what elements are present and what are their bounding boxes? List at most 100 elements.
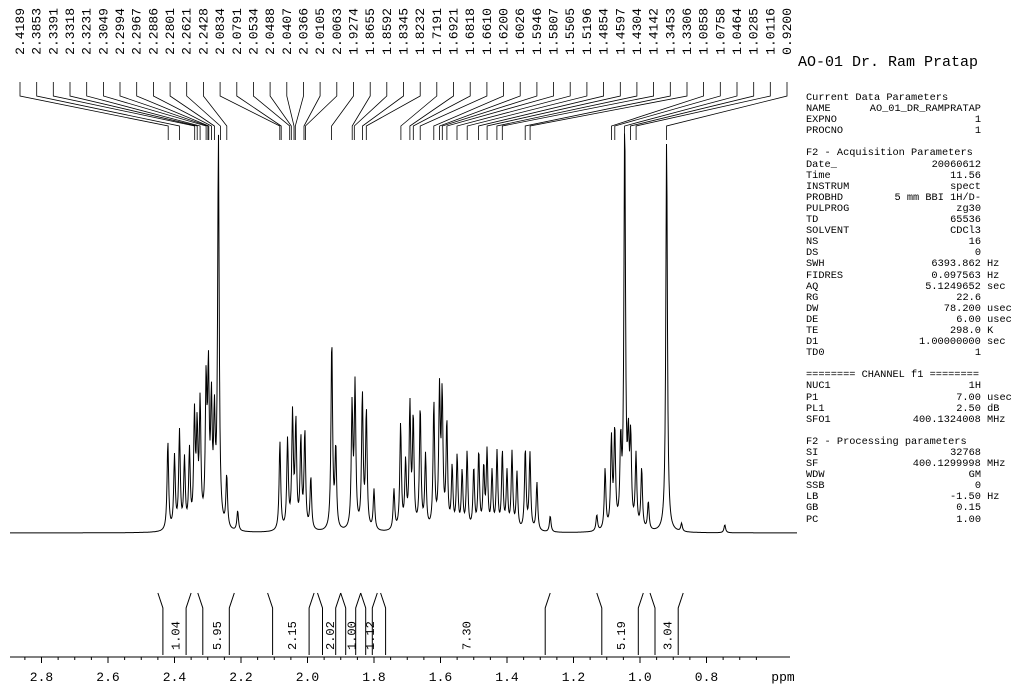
parameter-row: TE 298.0 K	[806, 325, 1011, 337]
parameter-value: 22.6	[956, 291, 981, 304]
peak-label: 1.6026	[513, 8, 528, 55]
parameter-key: WDW	[806, 469, 825, 482]
integral-region: 1.12	[360, 592, 378, 655]
peak-connector	[19, 82, 169, 140]
parameter-row: LB -1.50 Hz	[806, 492, 1011, 503]
peak-label: 1.4304	[630, 8, 645, 55]
peak-label: 1.8232	[413, 8, 428, 55]
parameter-value: 32768	[950, 447, 981, 459]
parameter-value: 20060612	[931, 158, 981, 171]
integral-bracket	[596, 592, 644, 655]
peak-label: 1.6200	[497, 8, 512, 55]
peak-label: 2.0407	[280, 8, 295, 55]
parameter-value: 16	[968, 236, 981, 249]
peak-connector	[409, 82, 454, 140]
x-tick-label: 1.0	[628, 670, 651, 685]
integral-value: 5.95	[211, 621, 225, 650]
parameter-value: 0	[974, 480, 981, 493]
parameter-row: SF 400.1299998 MHz	[806, 458, 1011, 471]
x-tick-label: 0.8	[695, 670, 718, 685]
peak-label: 1.8592	[380, 8, 395, 55]
parameter-row: INSTRUM spect	[806, 181, 1011, 193]
peak-connector	[286, 82, 295, 140]
parameter-value: 6393.862 Hz	[931, 258, 1000, 271]
parameter-row: AQ 5.1249652 sec	[806, 281, 1011, 293]
parameter-row: NS 16	[806, 237, 1011, 248]
parameter-key: FIDRES	[806, 269, 844, 282]
parameter-key: TD0	[806, 347, 825, 360]
parameter-row: NAME AO_01_DR_RAMPRATAP	[806, 103, 1011, 116]
parameter-key: SOLVENT	[806, 225, 850, 238]
parameter-value: 65536	[950, 214, 981, 227]
parameter-row: DS 0	[806, 248, 1011, 259]
parameter-key: NS	[806, 236, 819, 249]
peak-connector	[362, 82, 404, 140]
peak-label: 2.0791	[230, 8, 245, 55]
integral-region: 1.04	[157, 592, 192, 655]
peak-label: 2.3853	[30, 8, 45, 55]
peak-label: 1.6818	[463, 8, 478, 55]
peak-label: 1.8345	[397, 8, 412, 55]
peak-label: 2.0105	[313, 8, 328, 55]
parameter-section-heading: ======== CHANNEL f1 ========	[806, 369, 980, 382]
nmr-spectrum-chart: 2.4189 2.3853 2.3391 2.3318 2.3231 2.3049 2.29…	[10, 8, 797, 685]
peak-label: 2.4189	[13, 8, 28, 55]
parameter-value: 0.15	[956, 502, 981, 515]
parameter-key: SWH	[806, 258, 825, 271]
peak-label: 2.0063	[330, 8, 345, 55]
parameter-row: SFO1 400.1324008 MHz	[806, 414, 1011, 426]
parameter-value: 1	[974, 347, 981, 360]
parameter-row: Date_ 20060612	[806, 158, 1011, 171]
peak-connector	[351, 82, 371, 140]
peak-label: 1.5505	[563, 8, 578, 55]
parameter-row: P1 7.00 usec	[806, 392, 1011, 404]
x-tick-label: 1.2	[562, 670, 585, 685]
parameter-key: SI	[806, 447, 819, 459]
peak-label: 1.6610	[480, 8, 495, 55]
integral-region: 5.95	[197, 592, 235, 655]
peak-label: 1.0758	[713, 8, 728, 55]
integral-region: 5.19	[596, 592, 644, 655]
integral-region: 2.02	[317, 592, 342, 655]
parameter-row: SWH 6393.862 Hz	[806, 259, 1011, 270]
parameter-key: PULPROG	[806, 202, 850, 215]
spectrum-group	[10, 133, 797, 534]
parameter-row: PC 1.00	[806, 513, 1011, 526]
peak-connector	[439, 82, 521, 140]
parameter-key: RG	[806, 291, 819, 304]
integral-region: 1.00	[340, 592, 362, 655]
peak-connector	[524, 82, 671, 140]
peak-label: 2.3049	[96, 8, 111, 55]
parameter-value: AO_01_DR_RAMPRATAP	[869, 103, 981, 116]
parameter-value: 2.50 dB	[956, 402, 1000, 415]
peak-connector	[119, 82, 209, 140]
integral-value: 5.19	[615, 621, 629, 650]
peak-label: 1.4597	[613, 8, 628, 55]
peak-connector	[52, 82, 196, 140]
peak-label: 2.2428	[196, 8, 211, 55]
peak-label: 1.5946	[530, 8, 545, 55]
parameter-value: 400.1299998 MHz	[912, 458, 1006, 471]
peak-connector	[253, 82, 291, 140]
peak-connector	[331, 82, 354, 140]
integral-value: 2.15	[286, 621, 300, 650]
x-tick-label: 2.4	[163, 670, 187, 685]
peak-label: 2.3231	[80, 8, 95, 55]
peak-connector	[412, 82, 471, 140]
peak-connector	[666, 82, 788, 140]
integral-value: 1.12	[364, 621, 378, 650]
x-tick-label: 2.2	[229, 670, 252, 685]
parameter-row: FIDRES 0.097563 Hz	[806, 269, 1011, 282]
peak-connector	[365, 82, 421, 140]
parameter-row: PROBHD 5 mm BBI 1H/D-	[806, 192, 1011, 204]
peak-connector	[236, 82, 282, 140]
parameter-key: D1	[806, 336, 819, 349]
parameter-value: 1.00	[956, 513, 981, 526]
integral-group: 1.04 5.95 2.15 2.02 1.00 1.12 7.30 5.19 3.04	[157, 592, 684, 655]
integral-bracket	[649, 592, 684, 655]
x-tick-label: 1.8	[362, 670, 385, 685]
peak-label: 1.9274	[346, 8, 361, 55]
peak-label-group: 2.4189 2.3853 2.3391 2.3318 2.3231 2.3049 2.29…	[13, 8, 795, 140]
peak-label: 2.2967	[130, 8, 145, 55]
parameter-value: 1	[974, 114, 981, 127]
